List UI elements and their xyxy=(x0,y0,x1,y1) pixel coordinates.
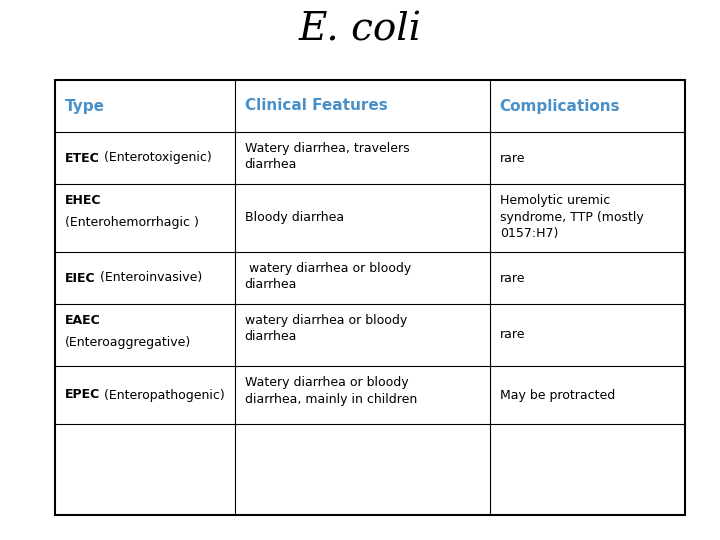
Text: rare: rare xyxy=(500,272,525,285)
Text: (Enterohemorrhagic ): (Enterohemorrhagic ) xyxy=(65,216,199,229)
Text: Watery diarrhea, travelers
diarrhea: Watery diarrhea, travelers diarrhea xyxy=(245,142,409,172)
Text: (Enterotoxigenic): (Enterotoxigenic) xyxy=(100,152,212,165)
Text: (Enteroaggregative): (Enteroaggregative) xyxy=(65,336,192,349)
Text: EPEC: EPEC xyxy=(65,388,100,402)
Text: EHEC: EHEC xyxy=(65,194,102,207)
Text: Type: Type xyxy=(65,98,105,113)
Bar xyxy=(55,80,685,515)
Text: EAEC: EAEC xyxy=(65,314,101,327)
Text: EIEC: EIEC xyxy=(65,272,96,285)
Text: rare: rare xyxy=(500,152,525,165)
Text: watery diarrhea or bloody
diarrhea: watery diarrhea or bloody diarrhea xyxy=(245,314,407,343)
Text: Bloody diarrhea: Bloody diarrhea xyxy=(245,212,343,225)
Text: watery diarrhea or bloody
diarrhea: watery diarrhea or bloody diarrhea xyxy=(245,262,411,292)
Text: (Enteropathogenic): (Enteropathogenic) xyxy=(100,388,225,402)
Text: May be protracted: May be protracted xyxy=(500,388,615,402)
Text: Hemolytic uremic
syndrome, TTP (mostly
0157:H7): Hemolytic uremic syndrome, TTP (mostly 0… xyxy=(500,194,644,240)
Text: Complications: Complications xyxy=(500,98,621,113)
Text: Clinical Features: Clinical Features xyxy=(245,98,387,113)
Text: Watery diarrhea or bloody
diarrhea, mainly in children: Watery diarrhea or bloody diarrhea, main… xyxy=(245,376,417,406)
Text: E. coli: E. coli xyxy=(299,11,421,49)
Text: ETEC: ETEC xyxy=(65,152,100,165)
Text: (Enteroinvasive): (Enteroinvasive) xyxy=(96,272,202,285)
Text: rare: rare xyxy=(500,328,525,341)
